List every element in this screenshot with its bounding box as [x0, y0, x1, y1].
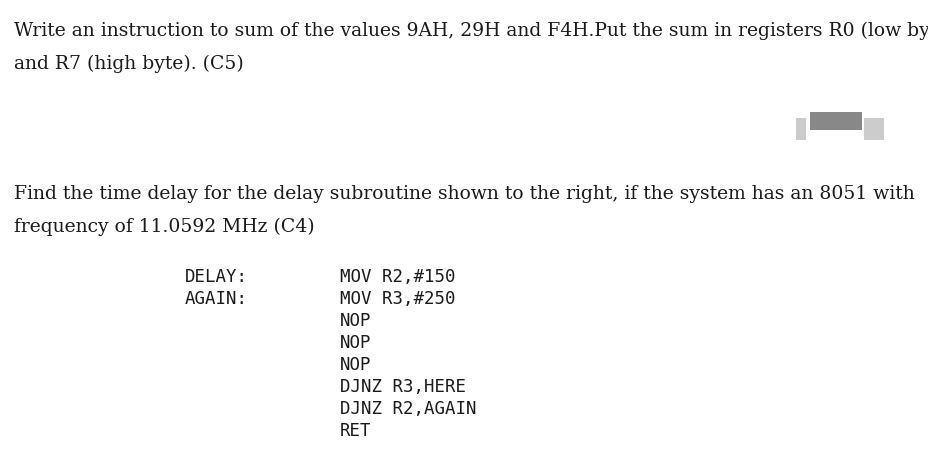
Text: AGAIN:: AGAIN:	[185, 290, 248, 308]
Text: Write an instruction to sum of the values 9AH, 29H and F4H.Put the sum in regist: Write an instruction to sum of the value…	[14, 22, 928, 40]
Text: frequency of 11.0592 MHz (C4): frequency of 11.0592 MHz (C4)	[14, 218, 315, 236]
Text: DELAY:: DELAY:	[185, 268, 248, 286]
Text: NOP: NOP	[340, 312, 371, 330]
Bar	[795, 118, 806, 140]
Text: NOP: NOP	[340, 334, 371, 352]
Text: Find the time delay for the delay subroutine shown to the right, if the system h: Find the time delay for the delay subrou…	[14, 185, 914, 203]
Text: NOP: NOP	[340, 356, 371, 374]
Text: DJNZ R2,AGAIN: DJNZ R2,AGAIN	[340, 400, 476, 418]
Text: DJNZ R3,HERE: DJNZ R3,HERE	[340, 378, 466, 396]
Text: and R7 (high byte). (C5): and R7 (high byte). (C5)	[14, 55, 243, 73]
Text: MOV R2,#150: MOV R2,#150	[340, 268, 455, 286]
Text: RET: RET	[340, 422, 371, 440]
Bar	[863, 118, 883, 140]
Text: MOV R3,#250: MOV R3,#250	[340, 290, 455, 308]
Bar	[809, 112, 861, 130]
